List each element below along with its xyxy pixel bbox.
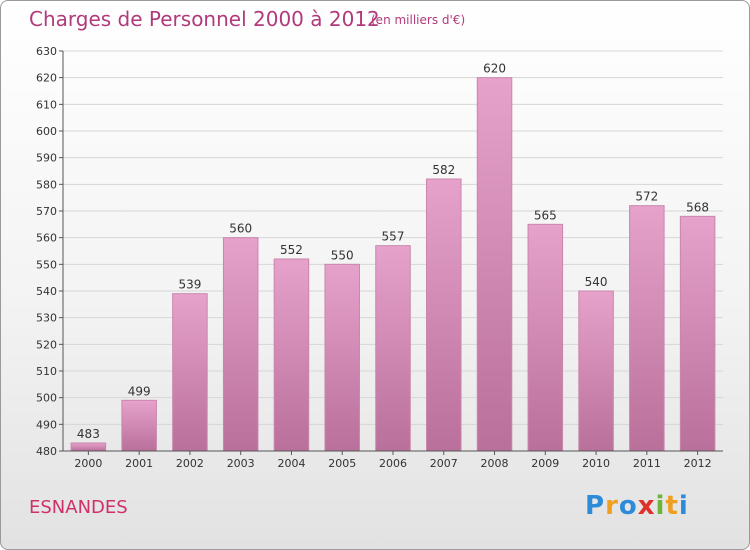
bar-2003: [222, 237, 259, 452]
logo-letter: P: [585, 491, 606, 521]
y-tick-label: 580: [36, 178, 57, 191]
y-tick-label: 570: [36, 205, 57, 218]
proxiti-logo[interactable]: Proxiti: [585, 491, 689, 521]
bar-2005: [324, 263, 360, 452]
value-label-2007: 582: [432, 163, 455, 177]
y-tick-label: 500: [36, 392, 57, 405]
y-tick-label: 550: [36, 258, 57, 271]
x-tick-label-2007: 2007: [430, 457, 458, 470]
bar-2008: [476, 77, 513, 452]
value-label-2000: 483: [77, 427, 100, 441]
y-tick-label: 480: [36, 445, 57, 458]
value-label-2009: 565: [534, 208, 557, 222]
bar-2004: [273, 258, 310, 452]
bars: [70, 77, 716, 452]
bar-2009: [527, 223, 564, 452]
bar-2010: [578, 290, 614, 452]
logo-letter: t: [665, 491, 679, 521]
chart-title: Charges de Personnel 2000 à 2012: [29, 7, 380, 31]
x-tick-label-2000: 2000: [74, 457, 102, 470]
value-label-2004: 552: [280, 243, 303, 257]
labels: 480 490 500 510 520 530 540 550 560 570 580 590 600 6…: [36, 45, 712, 470]
logo-letter: o: [618, 491, 638, 521]
y-tick-label: 540: [36, 285, 57, 298]
x-tick-label-2002: 2002: [176, 457, 204, 470]
bar-2006: [375, 245, 411, 452]
value-label-2002: 539: [178, 278, 201, 292]
y-tick-label: 560: [36, 232, 57, 245]
chart-subtitle: (en milliers d'€): [371, 13, 466, 27]
y-tick-label: 630: [36, 45, 57, 58]
value-label-2003: 560: [229, 222, 252, 236]
logo-letter: i: [655, 491, 666, 521]
value-label-2008: 620: [483, 62, 506, 76]
x-tick-label-2012: 2012: [684, 457, 712, 470]
y-tick-label: 490: [36, 418, 57, 431]
y-tick-label: 520: [36, 338, 57, 351]
value-label-2012: 568: [686, 200, 709, 214]
bar-2012: [679, 215, 716, 452]
y-tick-label: 620: [36, 72, 57, 85]
x-tick-label-2005: 2005: [328, 457, 356, 470]
x-tick-label-2011: 2011: [633, 457, 661, 470]
bar-2002: [172, 293, 208, 452]
x-tick-label-2001: 2001: [125, 457, 153, 470]
commune-name: ESNANDES: [29, 497, 128, 518]
value-label-2011: 572: [635, 190, 658, 204]
x-tick-label-2009: 2009: [531, 457, 559, 470]
logo-letter: x: [637, 491, 656, 521]
bar-2011: [629, 205, 665, 452]
value-label-2010: 540: [585, 275, 608, 289]
value-label-2006: 557: [382, 230, 405, 244]
bar-2001: [121, 399, 157, 452]
axes: [59, 50, 723, 455]
y-tick-label: 590: [36, 152, 57, 165]
y-tick-label: 530: [36, 312, 57, 325]
logo-letter: r: [605, 491, 619, 521]
bar-2000: [70, 442, 107, 452]
logo-letter: i: [678, 491, 689, 521]
x-tick-label-2003: 2003: [227, 457, 255, 470]
y-tick-label: 610: [36, 98, 57, 111]
y-tick-label: 600: [36, 125, 57, 138]
bar-2007: [426, 178, 462, 452]
x-tick-label-2006: 2006: [379, 457, 407, 470]
x-tick-label-2010: 2010: [582, 457, 610, 470]
y-tick-label: 510: [36, 365, 57, 378]
value-label-2005: 550: [331, 248, 354, 262]
x-tick-label-2004: 2004: [277, 457, 305, 470]
x-tick-label-2008: 2008: [481, 457, 509, 470]
value-label-2001: 499: [128, 384, 151, 398]
